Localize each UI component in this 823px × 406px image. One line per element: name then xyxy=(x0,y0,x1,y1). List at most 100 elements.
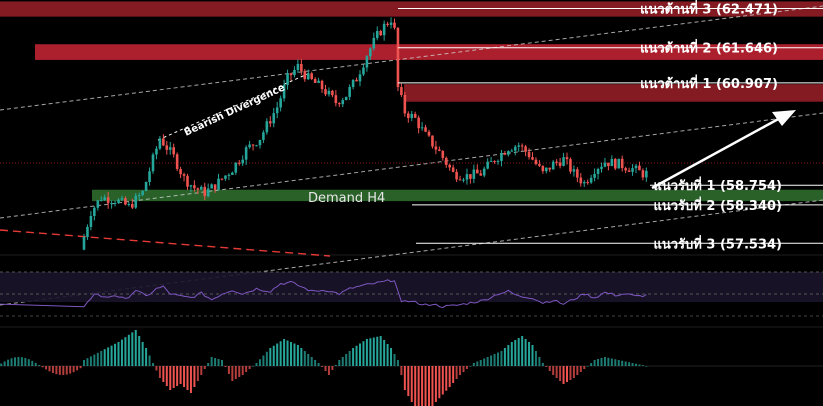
demand-zone-label: Demand H4 xyxy=(308,191,385,206)
candle-body xyxy=(465,174,469,180)
candle-body xyxy=(141,190,144,196)
macd-bar xyxy=(165,366,168,386)
macd-bar xyxy=(372,337,375,366)
macd-bar xyxy=(365,339,368,366)
candle-body xyxy=(424,127,427,132)
macd-bar xyxy=(203,366,206,369)
candles-layer xyxy=(82,17,648,251)
macd-bar xyxy=(303,351,306,366)
candle-body xyxy=(624,168,627,171)
candle-body xyxy=(472,169,476,179)
candle-body xyxy=(96,200,100,208)
candle-body xyxy=(603,162,607,167)
macd-bar xyxy=(120,339,123,366)
candle-body xyxy=(420,127,424,129)
candle-body xyxy=(379,30,382,36)
candle-body xyxy=(134,195,138,208)
macd-bar xyxy=(176,366,179,386)
macd-bar xyxy=(345,354,348,366)
macd-bar xyxy=(410,366,413,402)
projection-arrow xyxy=(651,110,796,190)
macd-bar xyxy=(183,366,186,387)
macd-bar xyxy=(186,366,189,390)
macd-bar xyxy=(245,366,248,372)
macd-bar xyxy=(610,358,613,366)
macd-bar xyxy=(162,366,165,382)
macd-bar xyxy=(0,363,3,366)
candle-body xyxy=(348,87,351,97)
candle-body xyxy=(489,160,493,162)
candle-body xyxy=(203,186,207,197)
macd-bar xyxy=(31,360,34,366)
channel-lower-line xyxy=(0,112,823,219)
macd-bar xyxy=(210,357,213,366)
resistance-zone-1 xyxy=(0,1,823,17)
candle-body xyxy=(255,145,258,147)
candle-body xyxy=(586,182,589,184)
macd-bar xyxy=(217,359,220,366)
macd-bar xyxy=(324,366,327,371)
candle-body xyxy=(534,159,538,165)
macd-bar xyxy=(317,363,320,366)
macd-bar xyxy=(355,345,358,366)
macd-bar xyxy=(566,366,568,382)
macd-bar xyxy=(369,338,372,366)
macd-bar xyxy=(24,357,27,366)
rsi-line xyxy=(0,279,647,309)
macd-bar xyxy=(497,352,499,366)
macd-bar xyxy=(134,330,137,366)
macd-bar xyxy=(538,357,541,366)
candle-body xyxy=(213,184,217,190)
candle-body xyxy=(527,151,531,158)
candle-body xyxy=(113,202,117,204)
macd-bar xyxy=(579,366,582,372)
macd-bar xyxy=(89,356,92,366)
macd-bar xyxy=(514,340,517,366)
macd-bar xyxy=(600,358,603,366)
candle-body xyxy=(441,150,445,158)
macd-bar xyxy=(110,345,113,366)
macd-bar xyxy=(603,357,606,366)
candle-body xyxy=(362,67,365,75)
macd-bar xyxy=(20,357,23,366)
macd-bar xyxy=(334,365,337,366)
candle-body xyxy=(293,69,296,76)
macd-bar xyxy=(296,345,299,366)
macd-bar xyxy=(158,366,161,378)
candle-body xyxy=(400,87,403,96)
candle-body xyxy=(182,174,186,176)
macd-bar xyxy=(290,342,292,366)
macd-bar xyxy=(524,339,527,366)
candle-body xyxy=(86,226,89,238)
macd-bar xyxy=(179,366,182,384)
macd-bar xyxy=(465,366,468,369)
macd-bar xyxy=(48,366,51,372)
macd-bar xyxy=(562,366,565,384)
candle-body xyxy=(106,197,110,204)
candle-body xyxy=(158,138,162,149)
candle-body xyxy=(186,175,189,187)
macd-bar xyxy=(200,366,203,375)
rsi-band xyxy=(0,272,823,302)
macd-bar xyxy=(331,366,334,370)
candle-body xyxy=(403,95,407,114)
macd-bar xyxy=(500,351,503,366)
candle-body xyxy=(538,164,541,166)
macd-bar xyxy=(379,336,382,366)
candle-body xyxy=(382,23,386,36)
candle-body xyxy=(99,200,103,202)
candle-body xyxy=(341,100,345,105)
candle-body xyxy=(165,145,169,150)
candle-body xyxy=(486,161,489,169)
macd-bar xyxy=(472,363,475,366)
candle-body xyxy=(551,161,555,170)
macd-bar xyxy=(583,366,586,369)
candle-body xyxy=(455,171,458,180)
candle-body xyxy=(331,90,334,96)
candle-body xyxy=(438,149,441,151)
macd-bar xyxy=(641,365,644,366)
candle-body xyxy=(148,171,151,182)
candle-body xyxy=(576,169,579,178)
levels-layer: แนวต้านที่ 3 (62.471) แนวต้านที่ 2 (61.64… xyxy=(398,0,823,252)
